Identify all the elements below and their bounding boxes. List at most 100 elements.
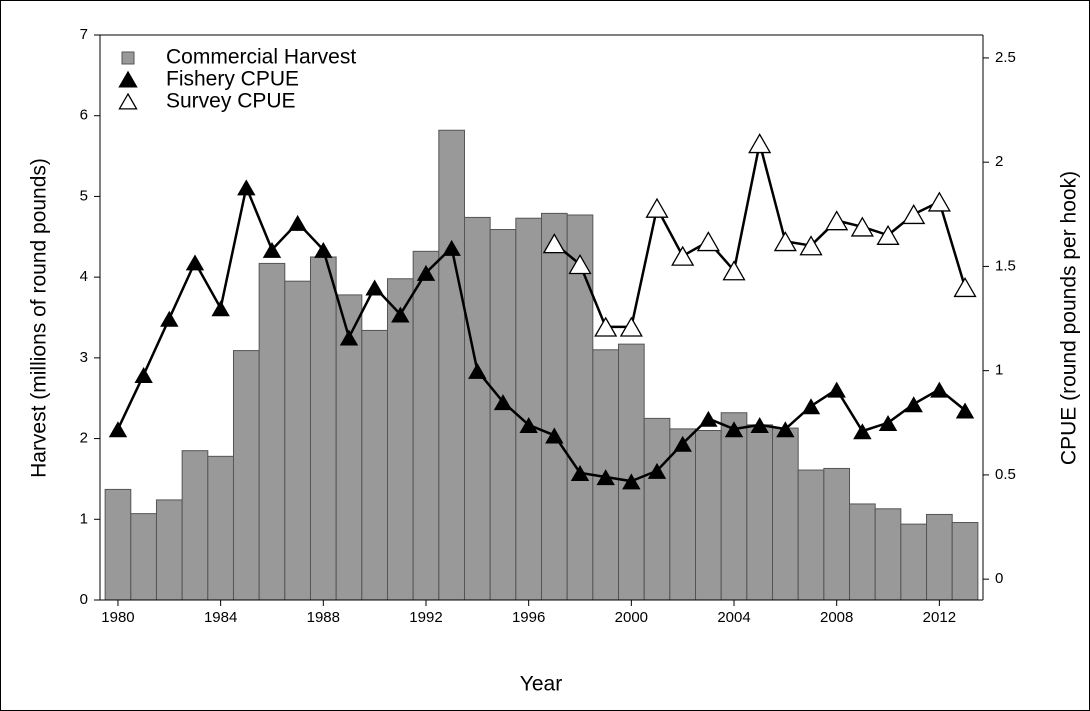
bar [900, 523, 928, 601]
marker [825, 210, 849, 231]
y2-tick-label: 0.5 [995, 466, 1016, 483]
y-tick-label: 0 [80, 591, 88, 608]
x-axis-title: Year [520, 673, 562, 696]
bar [515, 217, 543, 601]
marker [493, 394, 513, 411]
marker [391, 306, 410, 323]
legend-swatch [118, 70, 138, 88]
marker [927, 191, 951, 212]
bar [386, 278, 414, 601]
x-tick-label: 2012 [923, 609, 956, 626]
x-tick-label: 2008 [820, 609, 853, 626]
marker [748, 133, 772, 154]
bar [823, 467, 851, 601]
bar [951, 522, 979, 601]
marker [622, 473, 641, 490]
legend-label: Fishery CPUE [166, 68, 299, 91]
legend-label: Commercial Harvest [166, 46, 356, 69]
marker [876, 224, 900, 245]
marker [722, 260, 746, 281]
bar [309, 256, 337, 601]
marker [724, 421, 744, 438]
bar [155, 499, 183, 601]
marker [519, 417, 538, 434]
y-tick-label: 7 [80, 26, 88, 43]
bar [618, 343, 645, 601]
line [553, 143, 967, 329]
bar [361, 329, 388, 601]
bar [643, 417, 671, 601]
bar [104, 488, 132, 601]
bar [797, 469, 825, 601]
marker [365, 279, 384, 296]
bar [181, 450, 209, 601]
legend-swatch [121, 51, 135, 65]
marker [570, 465, 590, 481]
marker [288, 214, 307, 231]
marker [134, 367, 153, 384]
x-tick-label: 1988 [307, 609, 340, 626]
marker [108, 421, 128, 438]
y2-axis-title: CPUE (round pounds per hook) [1058, 171, 1081, 465]
y-tick-label: 5 [80, 187, 88, 204]
bar [232, 350, 260, 601]
bar [566, 214, 594, 601]
y-tick-label: 6 [80, 107, 88, 124]
y2-tick-label: 2 [995, 153, 1003, 170]
marker [185, 254, 205, 271]
x-tick-label: 1996 [512, 609, 545, 626]
x-tick-label: 2004 [717, 609, 750, 626]
marker [596, 469, 615, 486]
bar [695, 430, 722, 601]
bar [669, 428, 697, 601]
bar [720, 412, 748, 601]
marker [619, 316, 643, 337]
bar [463, 216, 491, 601]
bar [412, 250, 440, 601]
y2-tick-label: 1 [995, 362, 1003, 379]
marker [568, 254, 592, 275]
bar [926, 513, 953, 601]
marker [594, 316, 618, 337]
marker [671, 245, 695, 266]
y2-tick-label: 1.5 [995, 257, 1016, 274]
x-tick-label: 1984 [204, 609, 237, 626]
y-tick-label: 3 [80, 349, 88, 366]
legend-label: Survey CPUE [166, 90, 296, 113]
marker [542, 233, 566, 254]
bar [874, 508, 902, 601]
marker [955, 402, 975, 419]
y2-tick-label: 0 [995, 570, 1003, 587]
marker [853, 423, 872, 440]
bar [849, 503, 876, 601]
marker [878, 414, 898, 431]
marker [416, 264, 436, 281]
y-axis-title: Harvest (millions of round pounds) [28, 158, 51, 478]
marker [904, 396, 923, 413]
marker [799, 235, 823, 256]
bar [438, 129, 465, 601]
marker [442, 239, 461, 256]
marker [237, 179, 256, 196]
bar [746, 424, 774, 601]
marker [262, 241, 282, 258]
marker [953, 276, 977, 298]
marker [645, 197, 669, 218]
bar [258, 262, 286, 601]
line [116, 182, 966, 483]
bar [541, 212, 568, 601]
marker [160, 310, 179, 327]
bar [130, 513, 157, 601]
marker [902, 203, 926, 225]
y2-tick-label: 2.5 [995, 49, 1016, 66]
marker [801, 398, 821, 415]
bar [772, 427, 799, 601]
marker [750, 417, 769, 434]
marker [211, 300, 230, 317]
y-tick-label: 4 [80, 268, 88, 285]
marker [647, 462, 667, 479]
marker [930, 381, 949, 398]
x-tick-label: 1992 [409, 609, 442, 626]
bar [489, 229, 517, 601]
